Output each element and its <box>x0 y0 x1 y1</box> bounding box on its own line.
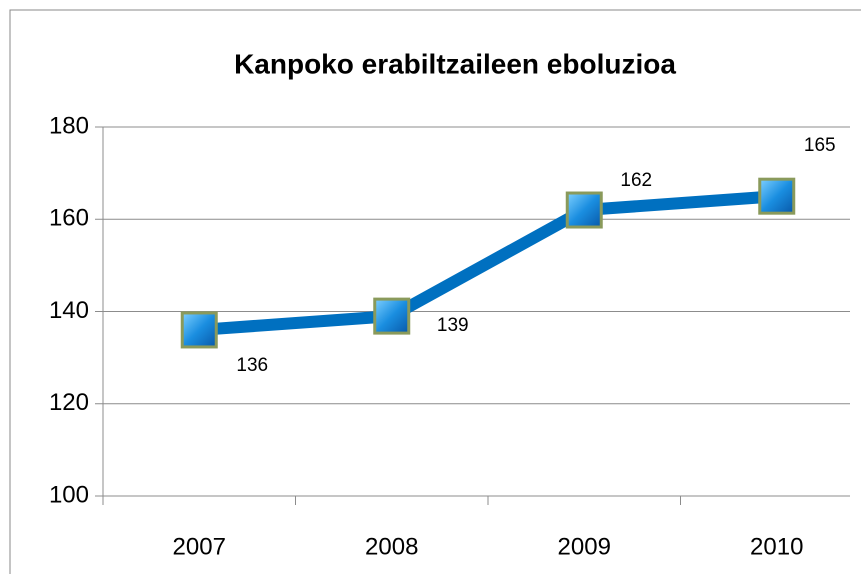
data-label: 136 <box>236 355 268 376</box>
x-tick-label: 2009 <box>558 533 611 560</box>
data-label: 165 <box>804 135 836 156</box>
chart-title: Kanpoko erabiltzaileen eboluzioa <box>234 48 676 79</box>
y-tick-label: 180 <box>49 112 89 139</box>
marker <box>180 311 218 349</box>
x-tick-label: 2010 <box>750 533 803 560</box>
y-tick-label: 100 <box>49 481 89 508</box>
x-tick-label: 2007 <box>173 533 226 560</box>
y-tick-label: 160 <box>49 205 89 232</box>
data-label: 162 <box>620 170 652 191</box>
y-tick-label: 140 <box>49 297 89 324</box>
x-tick-label: 2008 <box>365 533 418 560</box>
marker <box>758 177 796 215</box>
marker <box>373 297 411 335</box>
y-tick-label: 120 <box>49 389 89 416</box>
series-line <box>198 190 778 336</box>
data-label: 139 <box>437 315 469 336</box>
marker <box>565 191 603 229</box>
